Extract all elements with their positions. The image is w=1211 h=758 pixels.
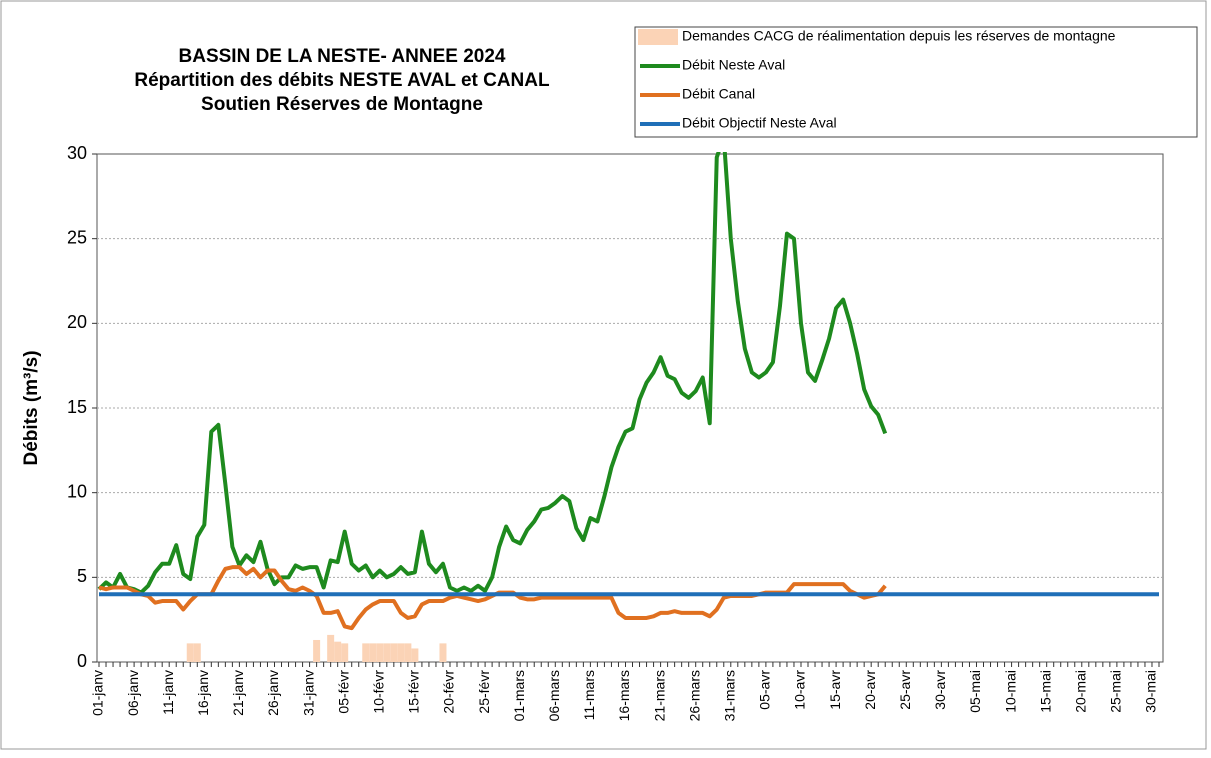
x-tick-label: 26-janv xyxy=(265,670,281,716)
x-tick-label: 31-janv xyxy=(300,670,316,716)
bar xyxy=(397,643,405,662)
bar xyxy=(439,643,447,662)
x-tick-label: 05-févr xyxy=(335,670,351,714)
legend-label: Débit Objectif Neste Aval xyxy=(682,115,837,131)
bar xyxy=(404,643,412,662)
x-tick-label: 15-avr xyxy=(827,670,843,710)
bar xyxy=(411,648,419,662)
bar xyxy=(369,643,377,662)
x-tick-label: 06-mars xyxy=(546,670,562,721)
x-tick-label: 20-févr xyxy=(441,670,457,714)
x-tick-label: 06-janv xyxy=(125,670,141,716)
x-tick-label: 01-mars xyxy=(511,670,527,721)
x-tick-label: 16-mars xyxy=(616,670,632,721)
bar xyxy=(341,643,349,662)
x-tick-label: 20-avr xyxy=(862,670,878,710)
y-tick-label: 0 xyxy=(77,651,87,671)
bar xyxy=(376,643,384,662)
x-tick-label: 05-avr xyxy=(757,670,773,710)
y-tick-label: 5 xyxy=(77,566,87,586)
bar xyxy=(186,643,194,662)
x-tick-label: 26-mars xyxy=(686,670,702,721)
bar xyxy=(383,643,391,662)
y-axis-label: Débits (m³/s) xyxy=(21,350,42,465)
y-tick-label: 30 xyxy=(67,143,87,163)
x-tick-label: 10-avr xyxy=(792,670,808,710)
x-tick-label: 16-janv xyxy=(195,670,211,716)
x-tick-label: 25-avr xyxy=(897,670,913,710)
chart-title: Répartition des débits NESTE AVAL et CAN… xyxy=(134,70,550,91)
x-tick-label: 05-mai xyxy=(967,670,983,713)
x-tick-label: 21-mars xyxy=(651,670,667,721)
bar xyxy=(362,643,370,662)
x-tick-label: 11-mars xyxy=(581,670,597,720)
x-tick-label: 20-mai xyxy=(1072,670,1088,713)
line xyxy=(97,152,888,595)
plot xyxy=(97,152,1159,662)
x-tick-label: 31-mars xyxy=(721,670,737,721)
x-tick-label: 30-mai xyxy=(1143,670,1159,713)
x-tick-label: 25-févr xyxy=(476,670,492,714)
bar xyxy=(193,643,201,662)
legend-label: Demandes CACG de réalimentation depuis l… xyxy=(682,28,1116,44)
x-tick-label: 21-janv xyxy=(230,670,246,716)
x-tick-label: 15-févr xyxy=(406,670,422,714)
x-tick-label: 30-avr xyxy=(932,670,948,710)
chart-title: Soutien Réserves de Montagne xyxy=(201,94,483,115)
x-tick-label: 01-janv xyxy=(90,670,106,716)
y-tick-label: 10 xyxy=(67,481,87,501)
bar xyxy=(390,643,398,662)
x-tick-label: 10-févr xyxy=(370,670,386,714)
bar xyxy=(334,641,342,662)
x-tick-label: 11-janv xyxy=(160,670,176,715)
y-tick-label: 25 xyxy=(67,227,87,247)
x-tick-label: 25-mai xyxy=(1108,670,1124,713)
y-tick-label: 15 xyxy=(67,397,87,417)
legend-swatch xyxy=(638,29,678,45)
x-tick-label: 10-mai xyxy=(1002,670,1018,713)
legend-label: Débit Neste Aval xyxy=(682,57,785,73)
chart-title: BASSIN DE LA NESTE- ANNEE 2024 xyxy=(179,46,506,67)
legend-label: Débit Canal xyxy=(682,86,755,102)
x-tick-label: 15-mai xyxy=(1037,670,1053,713)
y-tick-label: 20 xyxy=(67,312,87,332)
bar xyxy=(313,639,321,662)
bar xyxy=(327,634,335,662)
legend xyxy=(634,26,1198,138)
